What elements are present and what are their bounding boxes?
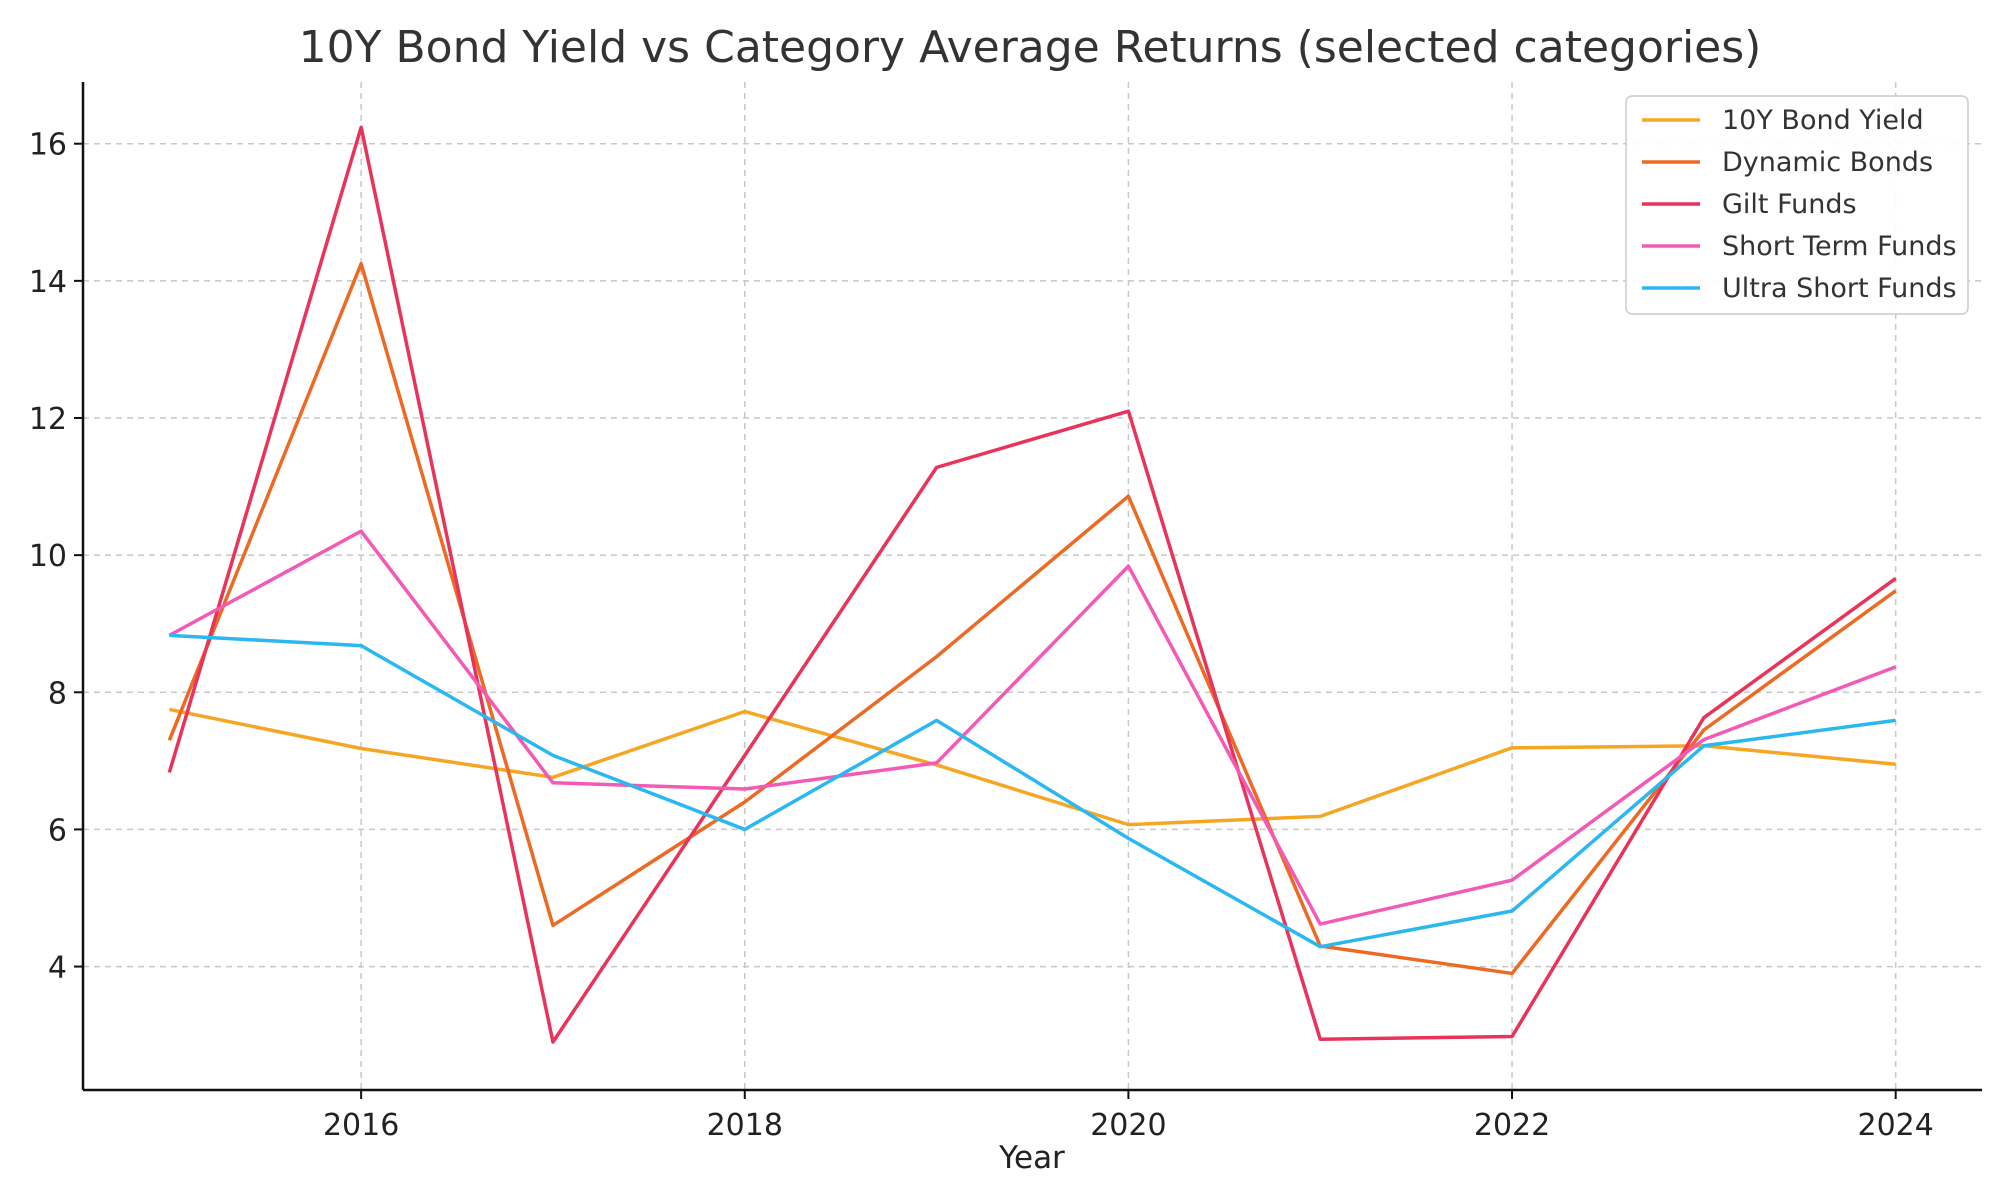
y-tick-label: 10 <box>29 539 67 574</box>
x-tick-label: 2022 <box>1474 1108 1550 1143</box>
series-line-ultra-short-funds <box>169 633 1896 949</box>
y-tick-label: 14 <box>29 265 67 300</box>
y-tick-label: 8 <box>48 676 67 711</box>
chart-title: 10Y Bond Yield vs Category Average Retur… <box>299 22 1762 73</box>
series-lines <box>167 125 1897 1044</box>
legend-label-dynamic-bonds: Dynamic Bonds <box>1722 147 1933 178</box>
series-line-10y-bond-yield <box>168 707 1896 827</box>
x-tick-label: 2024 <box>1858 1108 1934 1143</box>
legend-label-ultra-short-funds: Ultra Short Funds <box>1722 273 1957 304</box>
legend-label-gilt-funds: Gilt Funds <box>1722 189 1857 220</box>
x-tick-label: 2020 <box>1090 1108 1166 1143</box>
legend-items: 10Y Bond Yield Dynamic Bonds Gilt Funds Sho… <box>1642 105 1957 304</box>
x-tick-label: 2018 <box>707 1108 783 1143</box>
legend-box <box>1625 95 1969 315</box>
axes <box>81 82 1982 1092</box>
y-tick-label: 6 <box>48 813 67 848</box>
series-line-dynamic-bonds <box>167 261 1897 976</box>
x-axis-label: Year <box>998 1140 1065 1176</box>
series-line-gilt-funds <box>167 125 1897 1044</box>
legend: 10Y Bond Yield Dynamic Bonds Gilt Funds Sho… <box>1625 95 1969 315</box>
axis-ticks: 4 6 8 10 12 14 16 2016 2018 2020 2022 2024 <box>29 128 1934 1143</box>
legend-label-short-term-funds: Short Term Funds <box>1722 231 1957 262</box>
y-tick-label: 16 <box>29 128 67 163</box>
y-tick-label: 12 <box>29 402 67 437</box>
series-line-short-term-funds <box>168 529 1897 926</box>
x-tick-label: 2016 <box>323 1108 399 1143</box>
y-tick-label: 4 <box>48 951 67 986</box>
legend-label-10y-bond-yield: 10Y Bond Yield <box>1722 105 1924 136</box>
